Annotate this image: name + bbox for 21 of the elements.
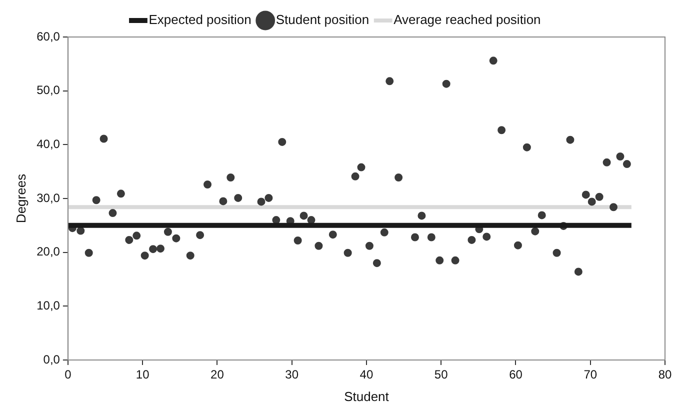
y-tick-label: 50,0 <box>36 83 60 98</box>
x-tick-label: 20 <box>210 368 224 382</box>
y-axis-title: Degrees <box>13 173 28 224</box>
x-tick-label: 80 <box>658 368 672 382</box>
x-tick-label: 50 <box>434 368 448 382</box>
x-tick-label: 40 <box>360 368 374 382</box>
y-tick-label: 60,0 <box>36 29 60 44</box>
y-tick-label: 40,0 <box>36 136 60 151</box>
legend-label: Expected position <box>148 12 252 28</box>
legend-label: Average reached position <box>394 12 541 28</box>
legend-label: Student position <box>276 12 370 28</box>
x-tick-label: 70 <box>584 368 598 382</box>
x-tick-label: 30 <box>285 368 299 382</box>
x-tick-label: 0 <box>64 368 72 382</box>
y-tick-label: 0,0 <box>43 352 60 366</box>
y-tick-label: 30,0 <box>36 190 60 205</box>
x-tick-label: 60 <box>509 368 523 382</box>
x-axis-title: Student <box>344 388 390 404</box>
y-tick-label: 10,0 <box>36 298 60 312</box>
x-tick-label: 10 <box>136 368 150 382</box>
y-tick-label: 20,0 <box>36 244 60 259</box>
